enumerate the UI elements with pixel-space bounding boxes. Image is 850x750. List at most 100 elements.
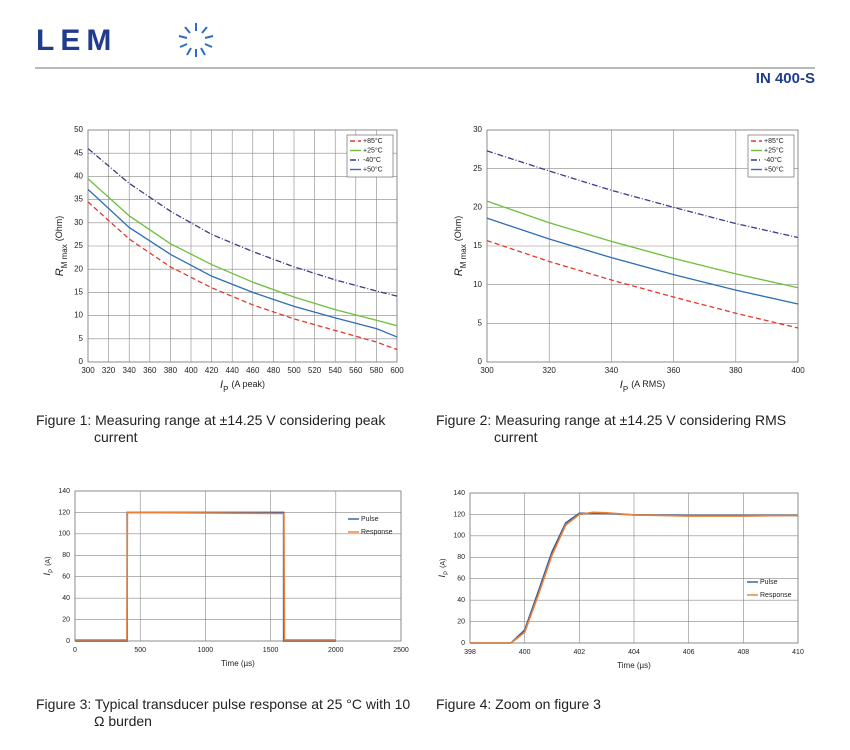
y-tick-label: 100 [58, 531, 70, 538]
x-tick-label: 600 [390, 366, 404, 375]
x-tick-label: 410 [792, 649, 804, 656]
axis-label: Time (µs) [221, 659, 255, 668]
brand-logo: LEM [36, 24, 117, 57]
y-tick-label: 15 [473, 241, 482, 250]
axis-symbol: I [220, 379, 223, 391]
x-tick-label: 340 [123, 366, 137, 375]
x-tick-label: 580 [370, 366, 384, 375]
x-tick-label: 400 [791, 366, 805, 375]
y-tick-label: 25 [74, 241, 83, 250]
x-tick-label: 404 [628, 649, 640, 656]
legend-label: Response [760, 592, 792, 599]
axis-unit: (A) [440, 559, 447, 568]
x-tick-label: 320 [543, 366, 557, 375]
legend-label: -40°C [764, 156, 782, 164]
y-tick-label: 120 [58, 509, 70, 516]
series-line [87, 148, 398, 297]
y-tick-label: 60 [457, 576, 465, 583]
legend-label: +85°C [363, 137, 383, 145]
x-tick-label: 480 [267, 366, 281, 375]
axis-subscript: P [444, 571, 450, 575]
y-tick-label: 0 [66, 638, 70, 645]
x-tick-label: 2500 [393, 647, 409, 654]
plot-area [74, 490, 402, 642]
axis-label: IP (A) [42, 557, 54, 576]
x-tick-label: 440 [226, 366, 240, 375]
legend-label: +50°C [764, 165, 784, 173]
axis-unit: (A RMS) [631, 379, 665, 389]
y-tick-label: 80 [457, 554, 465, 561]
axis-label: IP (A RMS) [620, 379, 665, 394]
x-tick-label: 360 [143, 366, 157, 375]
x-tick-label: 402 [573, 649, 585, 656]
figure-caption: Figure 3: Typical transducer pulse respo… [36, 696, 411, 729]
y-tick-label: 35 [74, 195, 83, 204]
axis-subscript: P [223, 385, 228, 394]
legend-label: +25°C [764, 146, 784, 154]
y-tick-label: 40 [457, 597, 465, 604]
axis-symbol: I [437, 574, 447, 577]
y-tick-label: 5 [478, 318, 483, 327]
y-tick-label: 10 [473, 280, 482, 289]
x-tick-label: 540 [329, 366, 343, 375]
y-tick-label: 140 [453, 490, 465, 497]
y-tick-label: 40 [74, 172, 83, 181]
axis-subscript: P [623, 385, 628, 394]
x-tick-label: 520 [308, 366, 322, 375]
x-tick-label: 500 [134, 647, 146, 654]
axis-subscript: M max [459, 244, 468, 268]
figure-caption: Figure 1: Measuring range at ±14.25 V co… [36, 412, 386, 445]
y-tick-label: 40 [62, 595, 70, 602]
axis-unit: (A peak) [231, 379, 265, 389]
x-tick-label: 380 [164, 366, 178, 375]
legend-label: -40°C [363, 156, 381, 164]
product-name: IN 400-S [756, 70, 815, 87]
logo-icon [178, 23, 214, 57]
y-tick-label: 20 [457, 618, 465, 625]
x-tick-label: 2000 [328, 647, 344, 654]
figure-caption: Figure 2: Measuring range at ±14.25 V co… [436, 412, 787, 445]
x-tick-label: 300 [81, 366, 95, 375]
x-tick-label: 300 [480, 366, 494, 375]
axis-symbol: I [42, 572, 52, 575]
y-tick-label: 10 [74, 311, 83, 320]
y-tick-label: 60 [62, 574, 70, 581]
x-tick-label: 460 [246, 366, 260, 375]
axis-subscript: P [49, 569, 55, 573]
y-tick-label: 0 [461, 640, 465, 647]
axis-symbol: R [54, 268, 66, 276]
x-tick-label: 420 [205, 366, 219, 375]
x-tick-label: 360 [667, 366, 681, 375]
x-tick-label: 380 [729, 366, 743, 375]
series-line [486, 150, 799, 239]
y-tick-label: 20 [62, 616, 70, 623]
y-tick-label: 30 [473, 125, 482, 134]
series-line [75, 511, 336, 641]
y-tick-label: 0 [79, 357, 84, 366]
figure-caption: Figure 4: Zoom on figure 3 [436, 696, 601, 712]
x-tick-label: 406 [683, 649, 695, 656]
x-tick-label: 398 [464, 649, 476, 656]
y-tick-label: 15 [74, 288, 83, 297]
axis-label: IP (A peak) [220, 379, 265, 394]
y-tick-label: 100 [453, 533, 465, 540]
series-line [87, 178, 398, 327]
y-tick-label: 25 [473, 164, 482, 173]
series-line [486, 217, 799, 305]
x-tick-label: 560 [349, 366, 363, 375]
axis-label: IP (A) [437, 559, 449, 578]
x-tick-label: 320 [102, 366, 116, 375]
series-line [470, 511, 799, 644]
legend-label: +50°C [363, 165, 383, 173]
y-tick-label: 50 [74, 125, 83, 134]
legend-label: Pulse [760, 579, 778, 586]
x-tick-label: 500 [287, 366, 301, 375]
y-tick-label: 45 [74, 148, 83, 157]
axis-symbol: I [620, 379, 623, 391]
series-line [486, 239, 799, 329]
legend-label: +85°C [764, 137, 784, 145]
x-tick-label: 1500 [263, 647, 279, 654]
series-line [87, 188, 398, 338]
